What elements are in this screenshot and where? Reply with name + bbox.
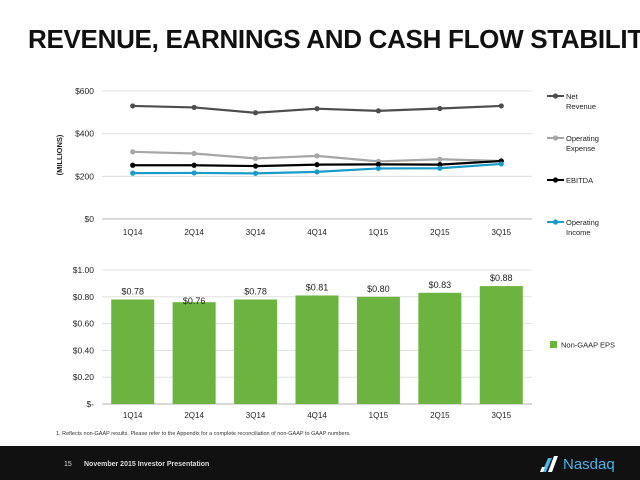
data-point	[252, 110, 259, 116]
page-title: REVENUE, EARNINGS AND CASH FLOW STABILIT…	[28, 24, 640, 55]
data-point	[437, 165, 443, 171]
line-chart: $0 $200 $400 $600 1Q14 2Q14 3Q14 4Q14 1Q15 2Q15 3Q…	[55, 86, 599, 237]
data-point	[191, 104, 197, 111]
data-point	[130, 170, 136, 176]
y-tick-label: $0	[85, 214, 95, 224]
page-title-text: REVENUE, EARNINGS AND CASH FLOW STABILIT…	[28, 24, 640, 54]
data-point	[252, 155, 259, 162]
bar-value-label: $0.76	[183, 296, 206, 306]
data-point	[437, 162, 443, 168]
legend-label: Expense	[566, 144, 595, 153]
nasdaq-logo: Nasdaq	[540, 455, 615, 473]
y-axis-label: (MILLIONS)	[55, 134, 64, 175]
x-tick-label: 1Q15	[369, 411, 389, 420]
x-tick-label: 3Q15	[491, 411, 511, 420]
page-number: 15	[64, 461, 72, 468]
eps-bar	[479, 286, 523, 404]
data-point	[314, 162, 320, 168]
data-point	[375, 161, 382, 167]
data-point	[314, 153, 320, 159]
legend-marker	[552, 177, 559, 183]
footer-bar: 15 November 2015 Investor Presentation N…	[0, 446, 640, 480]
data-point	[191, 170, 197, 176]
data-point	[437, 156, 443, 162]
data-point	[130, 162, 136, 168]
footnote: 1. Reflects non-GAAP results. Please ref…	[56, 431, 351, 437]
data-point	[252, 170, 259, 176]
nasdaq-logo-text: Nasdaq	[563, 455, 615, 473]
y-tick-label: $0.40	[73, 345, 95, 355]
data-point	[130, 103, 136, 109]
y-tick-label: $1.00	[73, 265, 95, 275]
legend-marker	[552, 93, 559, 99]
bar-value-label: $0.88	[490, 273, 513, 283]
legend-swatch	[550, 341, 557, 348]
bar-value-label: $0.78	[121, 286, 144, 296]
data-point	[314, 169, 320, 175]
y-tick-label: $0.20	[73, 372, 95, 382]
legend-label: EBITDA	[566, 176, 593, 185]
bar-chart: $- $0.20 $0.40 $0.60 $0.80 $1.00 $0.78 1Q14 $0.7…	[73, 265, 615, 420]
data-point	[437, 105, 443, 112]
x-tick-label: 2Q15	[430, 411, 450, 420]
data-point	[314, 106, 320, 112]
data-point	[498, 161, 504, 167]
y-tick-label: $-	[86, 399, 94, 409]
y-tick-label: $0.60	[73, 319, 95, 329]
legend-label: Operating	[566, 134, 599, 143]
y-tick-label: $600	[75, 86, 94, 96]
x-tick-label: 4Q14	[307, 228, 327, 237]
legend-label: Net	[566, 92, 579, 101]
bar-value-label: $0.81	[306, 282, 329, 292]
data-point	[375, 165, 382, 172]
y-tick-label: $0.80	[73, 292, 95, 302]
bar-value-label: $0.78	[244, 286, 267, 296]
x-tick-label: 1Q14	[123, 411, 143, 420]
x-tick-label: 3Q15	[491, 228, 511, 237]
x-tick-label: 2Q15	[430, 228, 450, 237]
legend-label: Revenue	[566, 102, 596, 111]
data-point	[130, 149, 136, 155]
legend-label: Operating	[566, 218, 599, 227]
x-tick-label: 1Q14	[123, 228, 143, 237]
presentation-name: November 2015 Investor Presentation	[84, 461, 210, 468]
bar-value-label: $0.80	[367, 284, 390, 294]
eps-bar	[356, 296, 400, 404]
nasdaq-logo-icon	[540, 456, 558, 472]
data-point	[498, 103, 504, 109]
eps-bar	[111, 299, 155, 404]
data-point	[252, 163, 259, 169]
y-tick-label: $200	[75, 171, 94, 181]
eps-bar	[418, 292, 462, 404]
x-tick-label: 2Q14	[184, 228, 204, 237]
bar-value-label: $0.83	[429, 280, 452, 290]
data-point	[191, 162, 197, 168]
data-point	[375, 108, 382, 114]
legend-label: Non-GAAP EPS	[561, 341, 615, 350]
legend-marker	[552, 135, 559, 141]
x-tick-label: 2Q14	[184, 411, 204, 420]
x-tick-label: 3Q14	[246, 411, 266, 420]
x-tick-label: 1Q15	[369, 228, 389, 237]
legend-label: Income	[566, 228, 591, 237]
eps-bar	[172, 302, 216, 404]
eps-bar	[295, 295, 339, 404]
x-tick-label: 3Q14	[246, 228, 266, 237]
legend-marker	[552, 219, 559, 225]
eps-bar	[234, 299, 278, 404]
y-tick-label: $400	[75, 129, 94, 139]
data-point	[191, 150, 197, 157]
x-tick-label: 4Q14	[307, 411, 327, 420]
